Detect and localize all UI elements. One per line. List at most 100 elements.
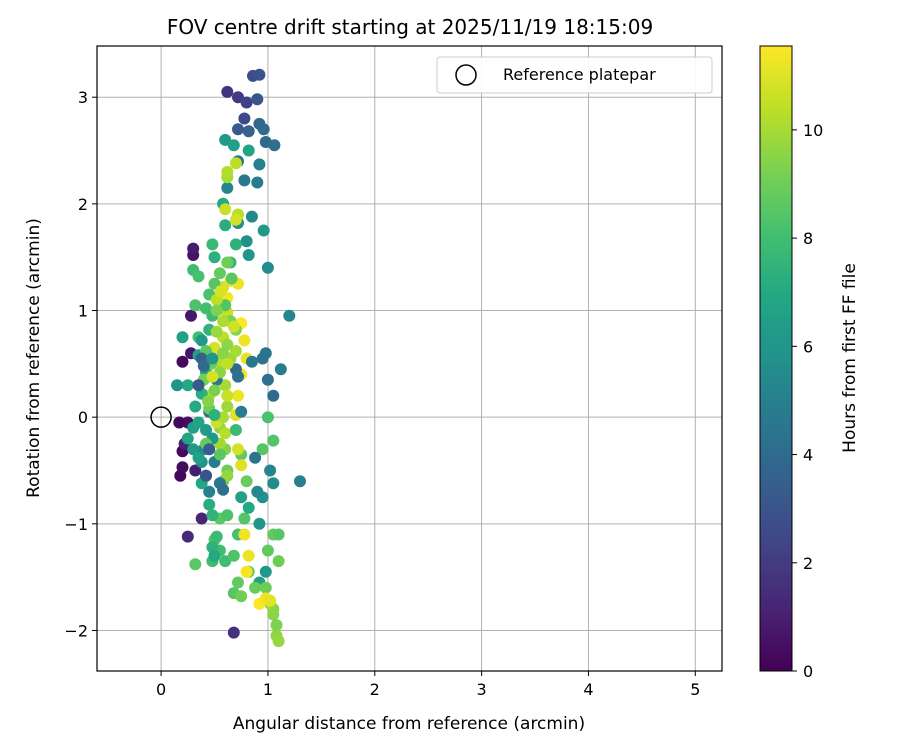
- colorbar-tick-label: 8: [803, 229, 813, 248]
- data-point: [257, 224, 270, 237]
- y-tick-label: −2: [64, 621, 88, 640]
- data-point: [256, 443, 269, 456]
- data-point: [192, 451, 205, 464]
- legend-marker: [455, 64, 477, 86]
- data-point: [219, 555, 232, 568]
- data-point: [267, 434, 280, 447]
- data-point: [240, 96, 253, 109]
- data-point: [200, 469, 212, 482]
- data-point: [217, 315, 230, 328]
- data-point: [219, 219, 232, 232]
- colorbar-label: Hours from first FF file: [840, 263, 860, 453]
- data-point: [189, 299, 202, 312]
- data-point: [264, 594, 277, 607]
- data-point: [203, 485, 216, 498]
- data-point: [240, 475, 253, 488]
- data-point: [242, 501, 255, 514]
- colorbar-tick-label: 0: [803, 662, 813, 681]
- data-point: [227, 320, 240, 333]
- data-point: [261, 261, 274, 274]
- colorbar-tick-label: 6: [803, 337, 813, 356]
- data-point: [189, 558, 202, 571]
- data-point: [210, 304, 223, 317]
- data-point: [227, 139, 240, 152]
- data-point: [240, 565, 253, 578]
- data-point: [176, 355, 189, 368]
- data-point: [192, 416, 205, 429]
- data-point: [272, 635, 285, 648]
- data-point: [206, 238, 219, 251]
- data-point: [189, 400, 202, 413]
- data-point: [283, 309, 296, 322]
- data-point: [195, 334, 208, 347]
- data-point: [197, 360, 210, 372]
- x-tick-label: 0: [156, 680, 166, 699]
- data-point: [202, 395, 215, 408]
- data-point: [189, 464, 202, 477]
- data-point: [210, 325, 223, 338]
- data-point: [176, 331, 189, 344]
- data-point: [217, 347, 230, 360]
- data-point: [208, 384, 221, 397]
- y-tick-label: −1: [64, 515, 88, 534]
- reference-marker: [150, 406, 172, 428]
- colorbar-tick-label: 4: [803, 446, 813, 465]
- data-point: [221, 165, 234, 178]
- data-point: [225, 272, 238, 285]
- chart-title: FOV centre drift starting at 2025/11/19 …: [167, 15, 653, 39]
- data-point: [206, 370, 219, 383]
- data-point: [238, 512, 251, 525]
- data-point: [229, 424, 242, 436]
- data-point: [181, 379, 194, 392]
- data-point: [213, 448, 226, 461]
- data-point: [221, 469, 234, 482]
- data-point: [208, 549, 221, 562]
- data-point: [221, 509, 234, 522]
- data-point: [213, 267, 226, 280]
- data-point: [221, 357, 234, 370]
- data-point: [235, 405, 248, 418]
- x-tick-label: 3: [477, 680, 487, 699]
- colorbar-ticks: 0 2 4 6 8 10: [792, 121, 823, 681]
- data-point: [267, 389, 280, 402]
- data-point: [272, 528, 285, 541]
- data-point: [192, 270, 205, 283]
- data-point: [208, 409, 221, 421]
- data-point: [185, 309, 197, 322]
- colorbar-tick-label: 10: [803, 121, 823, 140]
- x-axis-label: Angular distance from reference (arcmin): [233, 714, 585, 734]
- data-point: [221, 400, 234, 413]
- colorbar: 0 2 4 6 8 10 Hours from first FF file: [759, 45, 860, 681]
- data-point: [251, 176, 264, 189]
- data-point: [240, 235, 253, 248]
- data-point: [259, 565, 272, 578]
- data-point: [251, 485, 264, 498]
- x-tick-label: 5: [690, 680, 700, 699]
- data-point: [261, 373, 274, 386]
- data-point: [187, 242, 200, 255]
- data-point: [203, 443, 216, 456]
- data-point: [245, 355, 258, 368]
- data-point: [219, 203, 232, 216]
- data-point: [242, 125, 255, 138]
- data-point: [192, 379, 205, 392]
- data-point: [270, 619, 283, 632]
- data-point: [229, 213, 242, 226]
- data-point: [253, 517, 266, 530]
- data-point: [200, 302, 212, 315]
- data-point: [232, 91, 244, 104]
- data-point: [221, 85, 234, 98]
- data-point: [232, 576, 244, 589]
- data-point: [274, 363, 287, 376]
- data-point: [219, 427, 232, 440]
- data-point: [238, 528, 251, 541]
- data-point: [181, 432, 194, 445]
- y-axis-ticks: −2 −1 0 1 2 3: [64, 88, 97, 640]
- data-points: [171, 68, 306, 648]
- legend: Reference platepar: [436, 56, 713, 94]
- data-point: [238, 112, 251, 125]
- data-point: [235, 590, 248, 603]
- data-point: [200, 424, 212, 436]
- data-point: [181, 530, 194, 543]
- data-point: [294, 475, 306, 488]
